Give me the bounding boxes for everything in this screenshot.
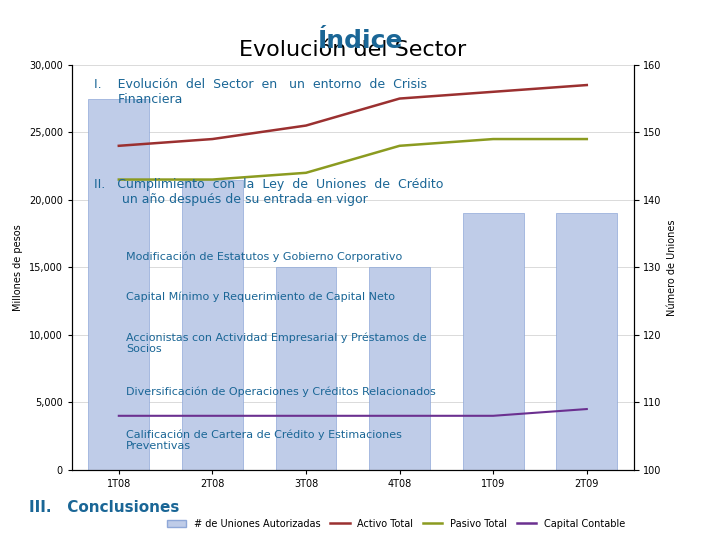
Text: Accionistas con Actividad Empresarial y Préstamos de
Socios: Accionistas con Actividad Empresarial y … (126, 332, 427, 354)
Title: Evolución del Sector: Evolución del Sector (239, 40, 467, 60)
Bar (463, 213, 523, 540)
Text: Índice: Índice (318, 29, 402, 52)
Text: Modificación de Estatutos y Gobierno Corporativo: Modificación de Estatutos y Gobierno Cor… (126, 251, 402, 261)
Legend: # de Uniones Autorizadas, Activo Total, Pasivo Total, Capital Contable: # de Uniones Autorizadas, Activo Total, … (163, 515, 629, 532)
Text: Diversificación de Operaciones y Créditos Relacionados: Diversificación de Operaciones y Crédito… (126, 386, 436, 396)
Text: II.   Cumplimiento  con  la  Ley  de  Uniones  de  Crédito
       un año después: II. Cumplimiento con la Ley de Uniones d… (94, 178, 443, 206)
Bar (557, 213, 617, 540)
Text: Calificación de Cartera de Crédito y Estimaciones
Preventivas: Calificación de Cartera de Crédito y Est… (126, 429, 402, 451)
Text: III.   Conclusiones: III. Conclusiones (29, 500, 179, 515)
Bar (369, 267, 430, 540)
Bar (276, 267, 336, 540)
Bar (182, 179, 243, 540)
Text: Capital Mínimo y Requerimiento de Capital Neto: Capital Mínimo y Requerimiento de Capita… (126, 292, 395, 302)
Y-axis label: Número de Uniones: Número de Uniones (667, 219, 678, 315)
Text: I.    Evolución  del  Sector  en   un  entorno  de  Crisis
      Financiera: I. Evolución del Sector en un entorno de… (94, 78, 426, 106)
Y-axis label: Millones de pesos: Millones de pesos (14, 224, 24, 310)
Bar (89, 98, 149, 540)
